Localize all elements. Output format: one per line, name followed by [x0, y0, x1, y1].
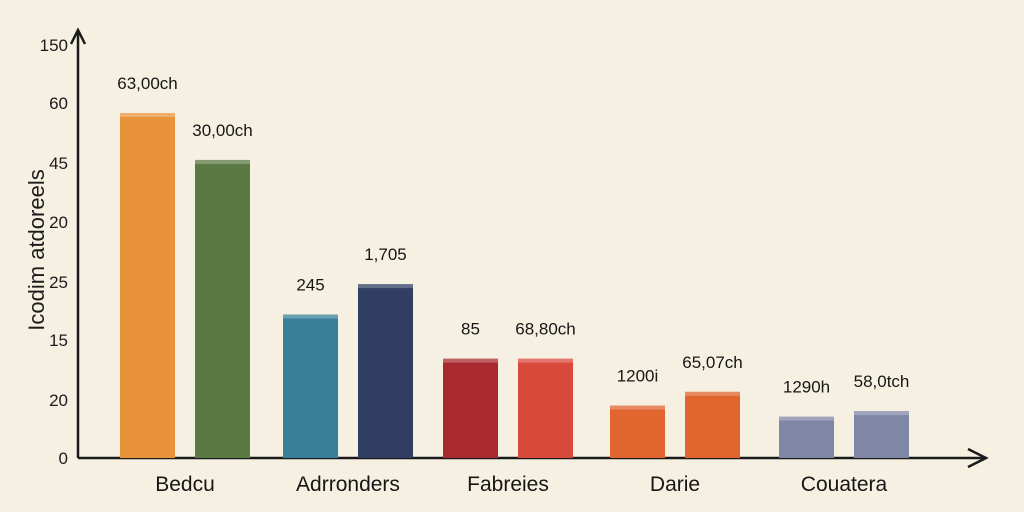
y-axis-title: Icodim atdoreels — [24, 169, 49, 330]
data-label: 1200i — [617, 367, 659, 386]
bar-cap — [120, 113, 175, 117]
bar — [779, 416, 834, 458]
data-label: 245 — [296, 275, 324, 294]
bar — [685, 391, 740, 458]
data-label: 85 — [461, 320, 480, 339]
category-labels: Bedcu Adrronders Fabreies Darie Couatera — [155, 473, 887, 496]
bar-cap — [195, 159, 250, 164]
data-label: 30,00ch — [192, 121, 253, 140]
bars — [120, 113, 909, 459]
data-label: 63,00ch — [117, 74, 178, 93]
bar — [518, 358, 573, 458]
category-label: Couatera — [801, 473, 888, 496]
bar — [443, 358, 498, 458]
bar-cap — [854, 411, 909, 416]
bar-cap — [610, 405, 665, 410]
bar — [358, 284, 413, 458]
category-label: Adrronders — [296, 473, 400, 496]
y-tick-label: 0 — [59, 449, 68, 468]
category-label: Fabreies — [467, 473, 549, 496]
category-label: Darie — [650, 473, 700, 496]
y-tick-label: 15 — [49, 331, 68, 350]
data-label: 58,0tch — [854, 372, 910, 391]
bar — [610, 405, 665, 458]
data-label: 1290h — [783, 378, 830, 397]
data-label: 1,705 — [364, 245, 407, 264]
bar-cap — [283, 314, 338, 319]
y-tick-label: 20 — [49, 213, 68, 232]
bar-cap — [358, 284, 413, 289]
y-axis — [69, 27, 87, 458]
data-label: 65,07ch — [682, 353, 743, 372]
bar-cap — [685, 391, 740, 396]
y-axis-arrow — [69, 27, 87, 45]
bar-cap — [779, 416, 834, 421]
category-label: Bedcu — [155, 473, 215, 496]
bar — [283, 314, 338, 458]
y-tick-label: 20 — [49, 391, 68, 410]
data-labels: 63,00ch 30,00ch 245 1,705 85 68,80ch 1200i 65,0… — [117, 74, 909, 397]
bar — [854, 411, 909, 458]
bar — [120, 113, 175, 458]
y-tick-label: 60 — [49, 94, 68, 113]
data-label: 68,80ch — [515, 320, 576, 339]
x-axis-arrow — [967, 447, 989, 469]
bar — [195, 159, 250, 459]
y-tick-label: 150 — [40, 36, 68, 55]
bar-cap — [518, 358, 573, 363]
y-tick-label: 45 — [49, 154, 68, 173]
bar-cap — [443, 358, 498, 363]
y-tick-labels: 0 20 15 25 20 45 60 150 — [40, 36, 68, 468]
y-tick-label: 25 — [49, 273, 68, 292]
